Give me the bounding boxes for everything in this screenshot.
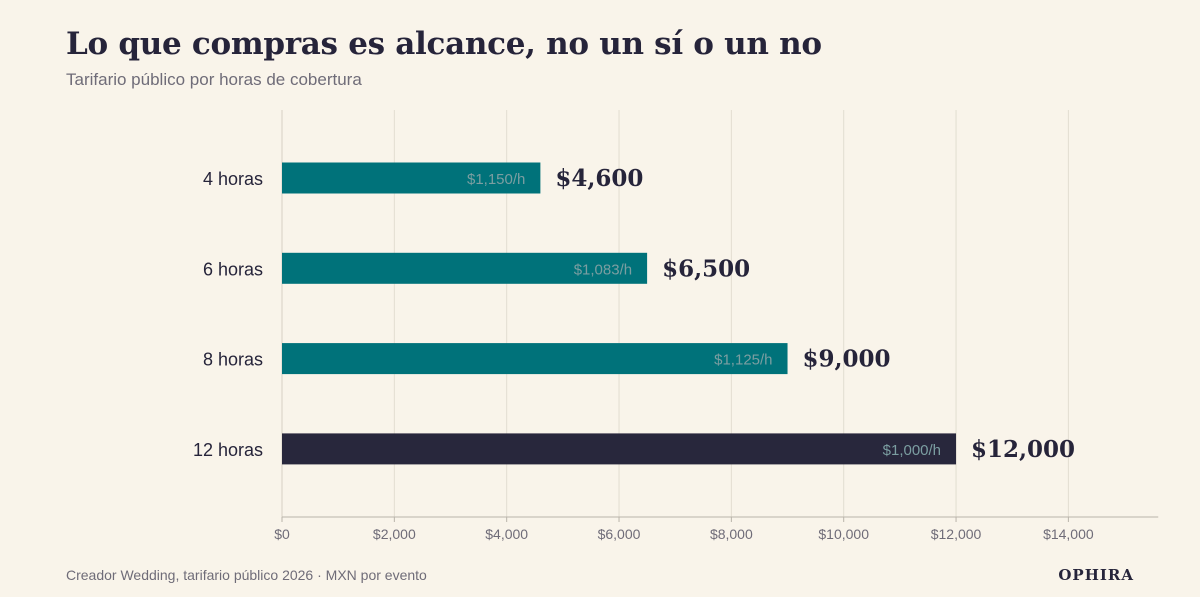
bar — [282, 162, 541, 194]
value-label: $6,500 — [662, 255, 750, 282]
value-label: $9,000 — [803, 346, 891, 373]
rate-label: $1,083/h — [574, 261, 632, 278]
x-tick-label: $12,000 — [931, 526, 982, 542]
x-tick-label: $10,000 — [818, 526, 869, 542]
x-tick-label: $2,000 — [373, 526, 416, 542]
x-tick-label: $8,000 — [710, 526, 753, 542]
category-label: 12 horas — [193, 440, 263, 460]
bar — [282, 252, 648, 284]
x-tick-label: $0 — [274, 526, 290, 542]
bar — [282, 343, 788, 375]
category-label: 4 horas — [203, 169, 263, 189]
x-tick-label: $4,000 — [485, 526, 528, 542]
chart-title: Lo que compras es alcance, no un sí o un… — [66, 26, 822, 62]
category-label: 6 horas — [203, 259, 263, 279]
rate-label: $1,150/h — [467, 171, 525, 188]
category-label: 8 horas — [203, 350, 263, 370]
x-tick-label: $6,000 — [598, 526, 641, 542]
chart-subtitle: Tarifario público por horas de cobertura — [66, 70, 362, 89]
value-label: $4,600 — [555, 165, 643, 192]
source-note: Creador Wedding, tarifario público 2026 … — [66, 567, 427, 583]
rate-label: $1,125/h — [714, 352, 772, 369]
value-label: $12,000 — [971, 436, 1075, 463]
rate-label: $1,000/h — [883, 442, 941, 459]
brand-logo: OPHIRA — [1058, 566, 1134, 584]
x-tick-label: $14,000 — [1043, 526, 1094, 542]
bar — [282, 433, 957, 465]
